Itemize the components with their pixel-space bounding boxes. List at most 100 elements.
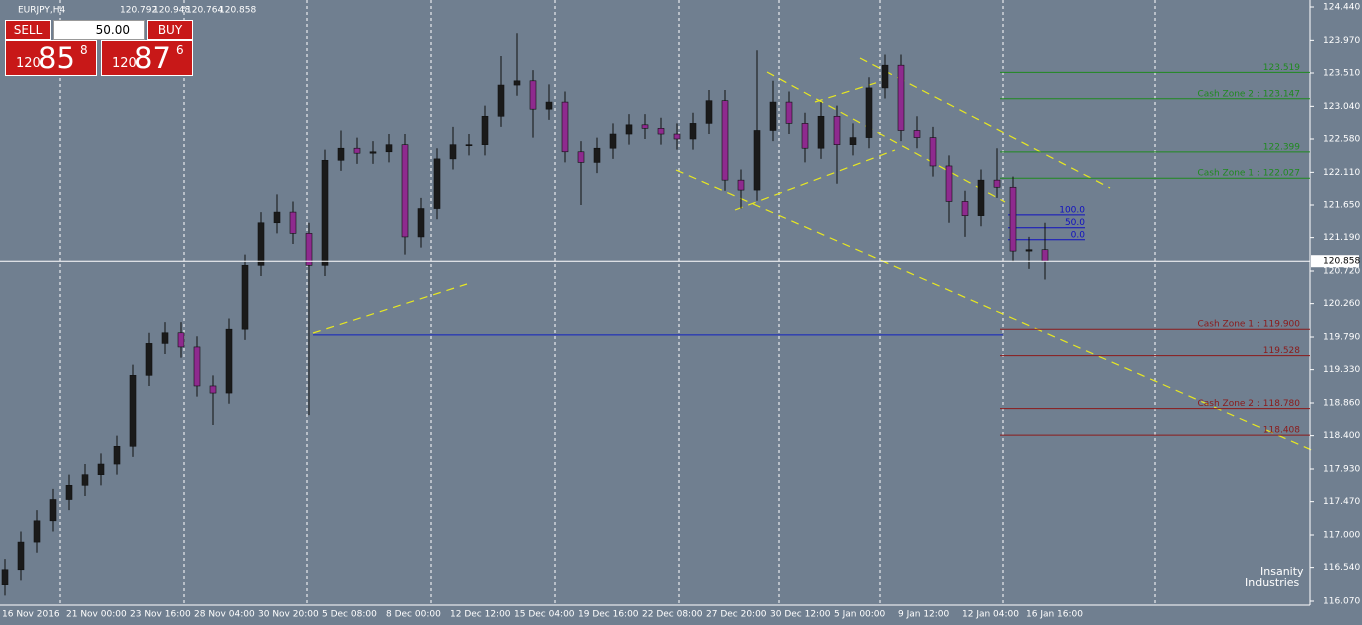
candle-body (177, 332, 185, 348)
candle-body (257, 222, 265, 266)
y-tick-label: 118.400 (1323, 431, 1360, 441)
candle-body (529, 80, 537, 110)
candle-body (385, 144, 393, 153)
separators (59, 0, 1156, 605)
header-value: 120.764 (186, 6, 223, 16)
candle-body (833, 115, 841, 145)
candle-body (433, 158, 441, 209)
x-tick-label: 21 Nov 00:00 (66, 610, 127, 620)
candle-body (673, 133, 681, 140)
x-tick-label: 12 Jan 04:00 (962, 610, 1019, 620)
candle-body (769, 101, 777, 131)
x-tick-label: 30 Dec 12:00 (770, 610, 831, 620)
price-small: 6 (176, 43, 184, 57)
y-tick-label: 119.790 (1323, 333, 1360, 343)
candle-body (977, 179, 985, 216)
y-tick-label: 118.860 (1323, 399, 1360, 409)
candle-body (641, 124, 649, 129)
y-tick-label: 120.260 (1323, 299, 1360, 309)
candle-body (785, 101, 793, 124)
header-value: 120.792 (120, 6, 157, 16)
buy-button[interactable]: BUY (147, 20, 193, 40)
candle-body (321, 159, 329, 266)
candle-body (305, 233, 313, 266)
lot-input[interactable]: 50.00 (53, 20, 145, 40)
candle-body (481, 115, 489, 145)
fib-label: 50.0 (1065, 218, 1085, 228)
candle-body (449, 144, 457, 160)
x-tick-label: 5 Jan 00:00 (834, 610, 886, 620)
candle-body (1009, 186, 1017, 252)
y-tick-label: 116.070 (1323, 597, 1360, 607)
candle-body (113, 445, 121, 465)
candle-body (849, 137, 857, 145)
candle-body (737, 179, 745, 191)
candle-body (129, 375, 137, 447)
candle-body (929, 137, 937, 167)
y-tick-label: 119.330 (1323, 365, 1360, 375)
candle-body (689, 123, 697, 140)
candle-body (513, 80, 521, 86)
symbol: EURJPY,H4 (18, 6, 66, 16)
candle-body (497, 84, 505, 117)
candle-body (657, 128, 665, 135)
price-mid: 87 (134, 41, 171, 75)
price-big: 120 (112, 56, 137, 71)
candle-body (49, 499, 57, 522)
y-tick-label: 123.040 (1323, 102, 1360, 112)
x-tick-label: 19 Dec 16:00 (578, 610, 639, 620)
candle-body (625, 124, 633, 135)
candle-body (33, 520, 41, 543)
candle-body (337, 147, 345, 161)
candle-body (289, 211, 297, 234)
candle-body (721, 100, 729, 181)
price-big: 120 (16, 56, 41, 71)
candle-body (897, 64, 905, 131)
y-tick-label: 117.470 (1323, 497, 1360, 507)
candle-body (993, 179, 1001, 188)
candle-body (705, 100, 713, 124)
x-tick-label: 5 Dec 08:00 (322, 610, 377, 620)
buy-price[interactable]: 120 87 6 (101, 40, 193, 76)
candle-body (865, 87, 873, 138)
candle-body (1, 569, 9, 585)
y-tick-label: 117.930 (1323, 465, 1360, 475)
candle-body (801, 123, 809, 149)
y-tick-label: 124.440 (1323, 3, 1360, 13)
candle-body (817, 115, 825, 149)
candle-body (1025, 249, 1033, 252)
price-small: 8 (80, 43, 88, 57)
x-tick-label: 30 Nov 20:00 (258, 610, 319, 620)
candle-body (17, 541, 25, 571)
current-price-box (1311, 255, 1359, 268)
x-tick-label: 15 Dec 04:00 (514, 610, 575, 620)
candle-body (465, 144, 473, 146)
y-tick-label: 117.000 (1323, 531, 1360, 541)
candle-body (81, 474, 89, 486)
y-tick-label: 120.720 (1323, 267, 1360, 277)
candle-body (593, 147, 601, 163)
candle-body (225, 328, 233, 394)
y-tick-label: 122.580 (1323, 135, 1360, 145)
candle-body (545, 101, 553, 110)
x-tick-label: 28 Nov 04:00 (194, 610, 255, 620)
header-value: 120.858 (219, 6, 256, 16)
x-tick-label: 22 Dec 08:00 (642, 610, 703, 620)
y-tick-label: 121.650 (1323, 201, 1360, 211)
sell-button[interactable]: SELL (5, 20, 51, 40)
sell-price[interactable]: 120 85 8 (5, 40, 97, 76)
candle-body (945, 165, 953, 202)
x-tick-label: 23 Nov 16:00 (130, 610, 191, 620)
level-label: Cash Zone 1 : 119.900 (1197, 320, 1300, 330)
watermark: Insanity (1260, 565, 1304, 578)
level-label: 123.519 (1263, 63, 1300, 73)
candle-body (913, 130, 921, 138)
candle-body (417, 208, 425, 238)
level-label: Cash Zone 2 : 118.780 (1197, 399, 1300, 409)
candle-body (97, 463, 105, 475)
level-label: 119.528 (1263, 346, 1300, 356)
candle-body (961, 201, 969, 216)
candle-body (577, 151, 585, 163)
